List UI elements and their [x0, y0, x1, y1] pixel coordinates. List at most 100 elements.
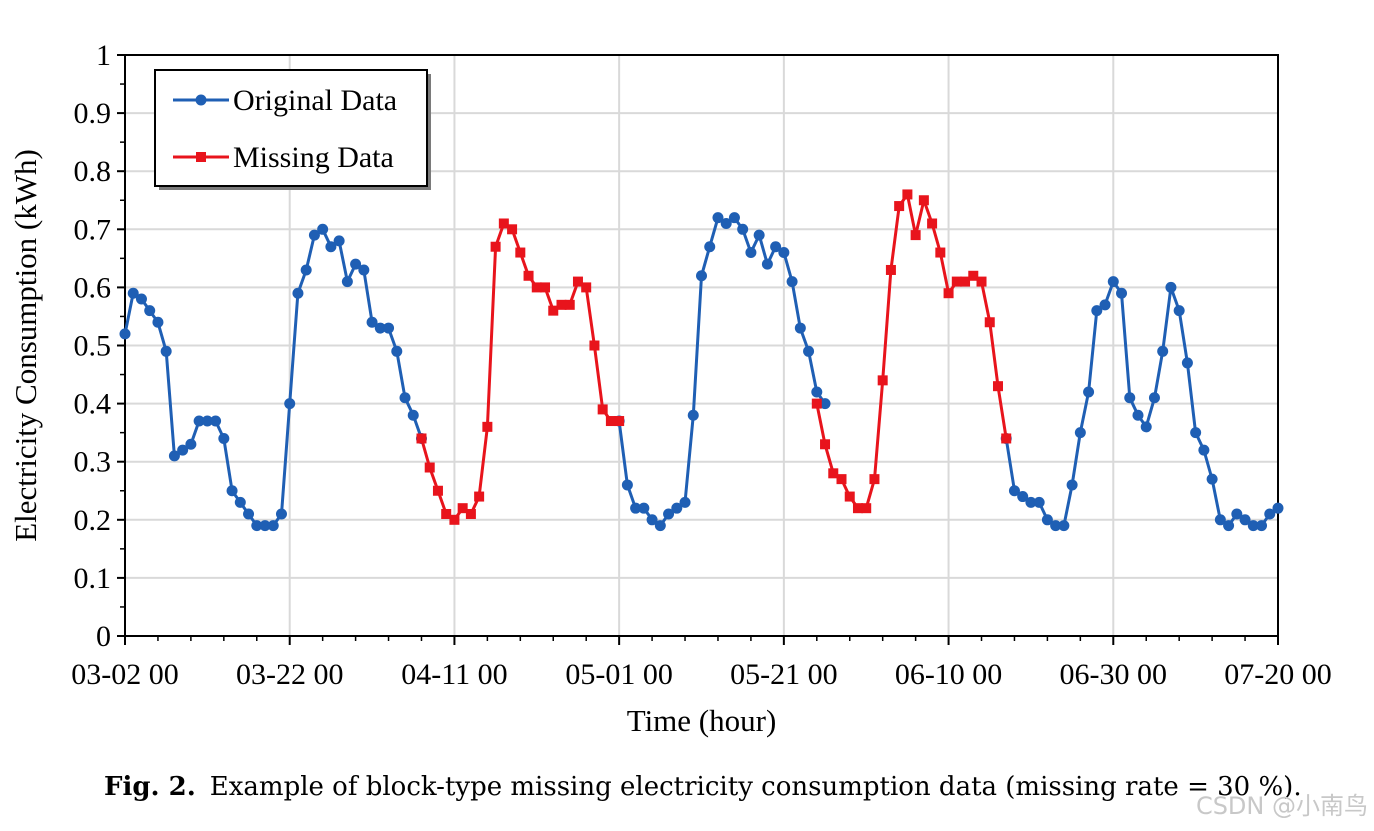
- y-tick-label: 0.1: [74, 562, 112, 595]
- data-point: [267, 520, 279, 532]
- legend-label: Original Data: [233, 84, 397, 117]
- data-point: [803, 345, 815, 357]
- data-point: [251, 520, 263, 532]
- data-point: [1058, 520, 1070, 532]
- data-point: [753, 229, 765, 241]
- data-point: [177, 444, 189, 456]
- data-point: [943, 288, 954, 299]
- data-point: [728, 212, 740, 224]
- data-point: [572, 276, 583, 287]
- data-point: [515, 247, 526, 258]
- y-tick-label: 0.2: [74, 504, 112, 537]
- data-point: [1173, 305, 1185, 317]
- x-tick-label: 03-22 00: [236, 658, 344, 691]
- data-point: [696, 270, 707, 282]
- y-tick-label: 0.9: [74, 97, 112, 130]
- watermark: CSDN @小南鸟: [1195, 792, 1368, 820]
- data-point: [391, 345, 403, 357]
- chart-legend: Original Data Missing Data: [154, 69, 431, 190]
- data-point: [1099, 299, 1111, 311]
- data-point: [1181, 357, 1193, 369]
- data-point: [679, 496, 691, 508]
- data-point: [976, 276, 987, 287]
- x-tick-label: 05-21 00: [730, 658, 838, 691]
- data-point: [374, 322, 386, 334]
- data-point: [1025, 496, 1037, 508]
- legend-marker: [195, 94, 207, 106]
- data-point: [548, 305, 559, 316]
- data-point: [811, 398, 822, 409]
- data-point: [927, 218, 938, 229]
- data-point: [160, 345, 172, 357]
- data-point: [581, 282, 592, 293]
- data-point: [820, 439, 831, 450]
- data-point: [1272, 502, 1284, 514]
- plot-frame: [124, 54, 1279, 637]
- data-point: [284, 398, 296, 410]
- data-point: [432, 485, 443, 496]
- data-point: [540, 282, 551, 293]
- series-line: [123, 227, 423, 528]
- data-point: [1001, 433, 1012, 444]
- data-point: [663, 508, 675, 520]
- data-point: [193, 415, 205, 427]
- data-point: [902, 189, 913, 200]
- data-point: [201, 415, 213, 427]
- data-point: [852, 503, 863, 514]
- data-point: [918, 195, 929, 206]
- data-point: [1264, 508, 1276, 520]
- data-point: [836, 474, 847, 485]
- data-point: [564, 299, 575, 310]
- data-point: [441, 508, 452, 519]
- y-tick-label: 0.4: [74, 388, 112, 421]
- data-point: [1198, 444, 1210, 456]
- data-point: [1148, 392, 1160, 404]
- y-tick-label: 0.6: [74, 271, 112, 304]
- data-point: [350, 258, 362, 270]
- data-point: [259, 520, 271, 532]
- data-point: [1140, 421, 1152, 433]
- y-tick-label: 1: [96, 39, 111, 72]
- legend-box: [154, 69, 428, 187]
- data-point: [465, 508, 476, 519]
- data-point: [523, 270, 534, 281]
- data-point: [341, 276, 353, 288]
- data-point: [786, 276, 798, 288]
- data-point: [794, 322, 806, 334]
- data-point: [605, 416, 616, 427]
- data-point: [894, 201, 905, 212]
- data-point: [135, 293, 147, 305]
- chart-axes: [117, 54, 1279, 645]
- data-point: [383, 322, 395, 334]
- data-point: [597, 404, 608, 415]
- y-tick-label: 0: [96, 620, 111, 653]
- data-point: [457, 503, 468, 514]
- x-axis-title: Time (hour): [627, 703, 777, 738]
- data-point: [1214, 514, 1226, 526]
- data-point: [984, 317, 995, 328]
- data-point: [1247, 520, 1259, 532]
- data-point: [1223, 520, 1235, 532]
- data-point: [638, 502, 650, 514]
- data-point: [761, 258, 773, 270]
- data-point: [704, 241, 716, 253]
- x-tick-label: 06-30 00: [1060, 658, 1168, 691]
- y-tick-label: 0.7: [74, 213, 112, 246]
- data-point: [1008, 485, 1020, 497]
- data-point: [168, 450, 180, 462]
- data-point: [333, 235, 345, 247]
- data-point: [770, 241, 782, 253]
- data-point: [317, 223, 329, 235]
- data-point: [1066, 479, 1078, 491]
- data-point: [358, 264, 370, 276]
- data-point: [531, 282, 542, 293]
- data-point: [589, 340, 600, 351]
- data-point: [1239, 514, 1251, 526]
- data-point: [720, 217, 732, 229]
- data-point: [992, 381, 1003, 392]
- data-point: [127, 287, 139, 299]
- data-point: [507, 224, 518, 235]
- data-point: [152, 316, 164, 328]
- data-point: [910, 230, 921, 241]
- data-point: [325, 241, 337, 253]
